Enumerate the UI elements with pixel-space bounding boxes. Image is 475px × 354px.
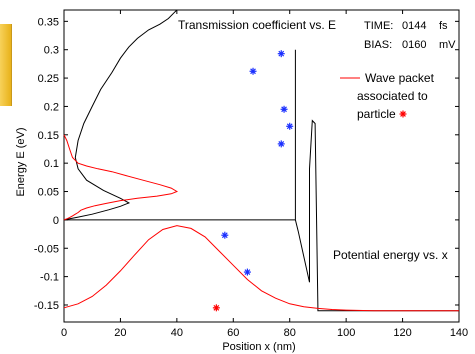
legend-line3: particle bbox=[357, 107, 396, 121]
potential-annotation: Potential energy vs. x bbox=[333, 248, 448, 262]
yellow-side-tab bbox=[0, 24, 12, 106]
y-tick-label: 0.1 bbox=[44, 158, 59, 170]
x-tick-label: 100 bbox=[337, 327, 355, 339]
x-tick-label: 0 bbox=[61, 327, 67, 339]
transmission-coefficient-line bbox=[63, 9, 178, 221]
particle-marker bbox=[280, 105, 288, 113]
y-tick-label: 0.25 bbox=[38, 73, 59, 85]
x-tick-label: 60 bbox=[227, 327, 239, 339]
x-tick-label: 80 bbox=[284, 327, 296, 339]
bias-unit: mV bbox=[439, 39, 456, 51]
x-tick-label: 40 bbox=[171, 327, 183, 339]
transmission-annotation: Transmission coefficient vs. E bbox=[178, 18, 336, 32]
y-tick-label: -0.15 bbox=[34, 300, 59, 312]
y-tick-label: 0.2 bbox=[44, 101, 59, 113]
legend-particle-marker bbox=[399, 110, 407, 118]
y-tick-label: 0.05 bbox=[38, 187, 59, 199]
y-tick-label: -0.05 bbox=[34, 243, 59, 255]
particle-marker bbox=[277, 140, 285, 148]
x-tick-label: 140 bbox=[450, 327, 468, 339]
particle-marker bbox=[286, 122, 294, 130]
particle-marker bbox=[243, 268, 251, 276]
legend-line1: Wave packet bbox=[365, 71, 435, 85]
wave-packet-energy-line bbox=[63, 134, 179, 221]
y-tick-label: 0 bbox=[53, 215, 59, 227]
y-tick-label: 0.15 bbox=[38, 130, 59, 142]
particle-marker-red bbox=[212, 304, 220, 312]
annotation-layer: Transmission coefficient vs. E TIME: 014… bbox=[15, 18, 456, 353]
plot-frame bbox=[63, 9, 460, 323]
axes-layer: 0 20 40 60 80 100 120 140 -0.15 -0.1 -0.05 0 0.05 0.1… bbox=[34, 9, 468, 339]
x-tick-label: 20 bbox=[114, 327, 126, 339]
x-tick-label: 120 bbox=[393, 327, 411, 339]
time-label: TIME: bbox=[364, 20, 393, 32]
x-axis-label: Position x (nm) bbox=[222, 341, 295, 353]
potential-energy-line bbox=[64, 49, 459, 312]
y-tick-label: -0.1 bbox=[40, 272, 59, 284]
wave-packet-line bbox=[63, 225, 459, 312]
legend-line2: associated to bbox=[357, 89, 428, 103]
time-unit: fs bbox=[439, 20, 448, 32]
particle-marker bbox=[249, 67, 257, 75]
time-value: 0144 bbox=[402, 20, 426, 32]
particle-marker bbox=[277, 50, 285, 58]
y-axis-label: Energy E (eV) bbox=[15, 127, 27, 196]
bias-label: BIAS: bbox=[364, 39, 392, 51]
particle-marker bbox=[221, 231, 229, 239]
series-layer bbox=[63, 9, 459, 312]
y-tick-label: 0.3 bbox=[44, 45, 59, 57]
y-tick-label: 0.35 bbox=[38, 16, 59, 28]
bias-value: 0160 bbox=[402, 39, 426, 51]
marker-layer bbox=[212, 50, 407, 312]
